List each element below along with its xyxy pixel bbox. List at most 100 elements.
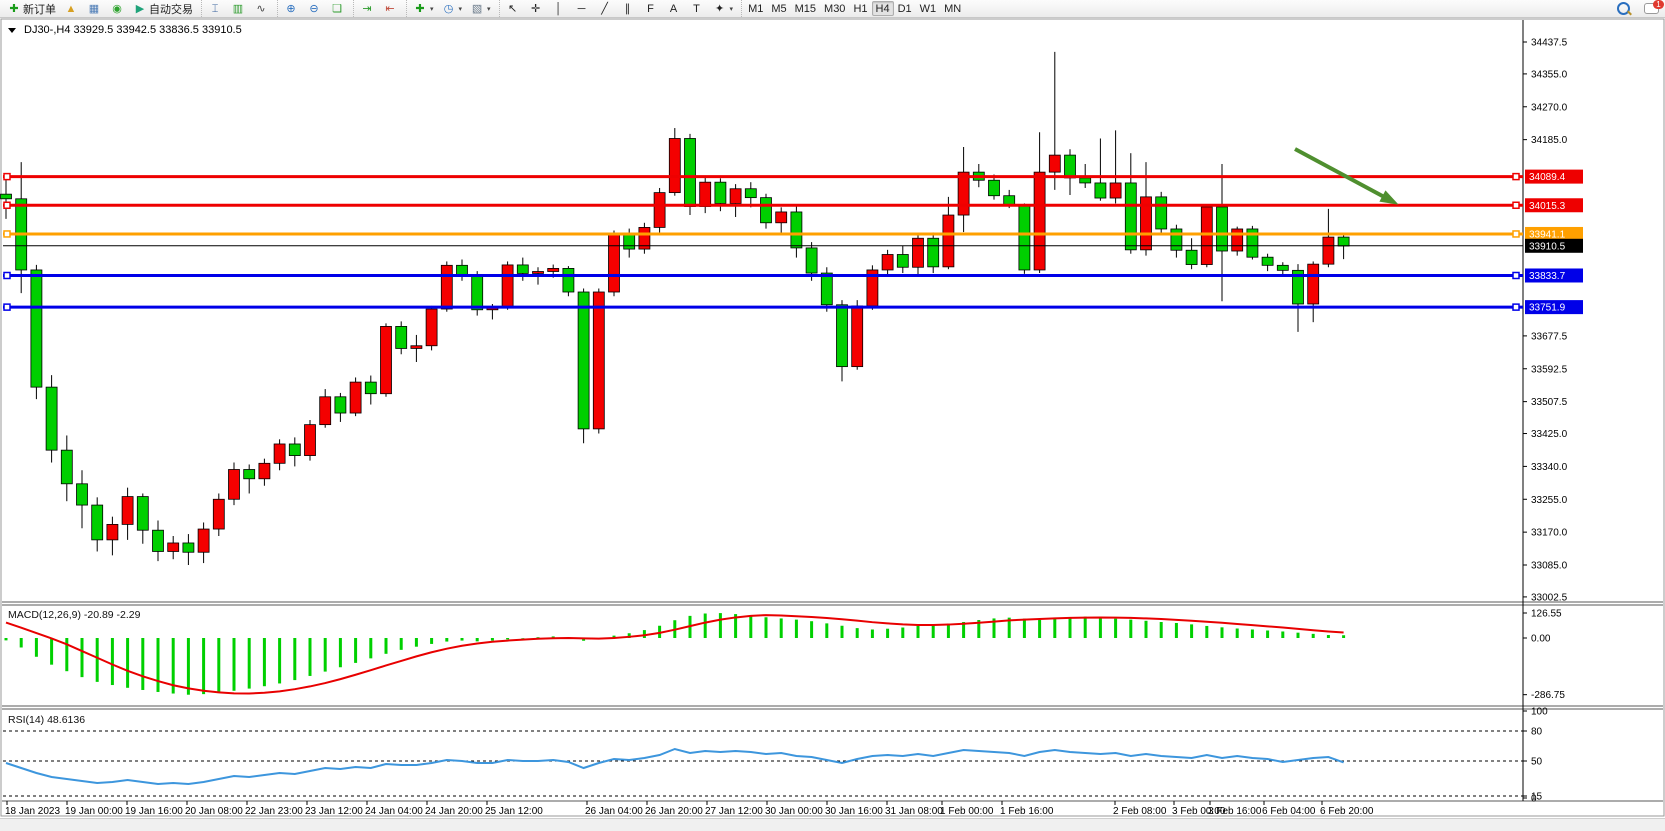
periods-menu-button[interactable]: ◷ ▾ [438,1,467,16]
search-icon[interactable] [1617,2,1630,15]
toolbar-group-objects: ✚ ▾ ◷ ▾ ▧ ▾ [406,0,497,17]
timeframe-mn-button[interactable]: MN [940,1,965,16]
chevron-down-icon[interactable]: ▾ [430,5,434,13]
resistance-line-2-handle[interactable] [1512,201,1520,210]
pivot-line-handle[interactable] [1512,230,1520,238]
rsi-tick-label: 50 [1531,757,1543,768]
rsi-tick-label: 0 [1531,794,1537,805]
arrows-tool-button[interactable]: ✦ ▾ [709,1,738,16]
macd-tick-label: 126.55 [1531,608,1562,619]
candle-body [0,193,12,200]
resistance-line-1-handle[interactable] [1512,172,1520,181]
bar-chart-mode-button[interactable]: ⌶ [204,1,227,16]
time-label: 22 Jan 23:00 [245,806,303,817]
price-tick-label: 34185.0 [1531,135,1568,146]
candle-body [334,396,347,414]
support-line-1-handle[interactable] [1512,271,1520,280]
timeframe-h1-button[interactable]: H1 [849,1,871,16]
timeframe-m15-button[interactable]: M15 [791,1,820,16]
auto-trading-button[interactable]: ▶ 自动交易 [129,1,197,16]
autotrade-icon: ▶ [135,2,145,15]
toolbar: ✚ 新订单 ▲ ▦ ◉ ▶ 自动交易 ⌶ ▥ ∿ ⊕ ⊖ ❏ ⇥ ⇤ ✚ ▾ ◷ ▾ ▧ ▾ ↖ ✛ │ ─ ╱ ∥ F A T ✦ ▾ M1 M… [0,0,1665,18]
auto-scroll-button[interactable]: ⇥ [356,1,379,16]
price-tick-label: 33677.5 [1531,331,1568,342]
crosshair-button[interactable]: ✛ [525,1,548,16]
candle-body [1033,171,1046,271]
zoom-out-button[interactable]: ⊖ [303,1,326,16]
fibonacci-icon: F [647,2,654,15]
candle-body [988,179,1000,197]
candle-body [714,181,727,204]
templates-button[interactable]: ▧ ▾ [466,1,495,16]
candle-body [592,291,605,430]
line-chart-mode-button[interactable]: ∿ [250,1,273,16]
chart-dropdown-icon[interactable] [8,28,16,33]
chart-window-button[interactable]: ▦ [83,1,106,16]
candle-body [45,386,58,451]
timeframe-w1-button[interactable]: W1 [916,1,941,16]
candle-body [1109,182,1122,199]
macd-label: MACD(12,26,9) -20.89 -2.29 [8,609,141,621]
fibonacci-button[interactable]: F [640,1,663,16]
zoom-in-button[interactable]: ⊕ [280,1,303,16]
vertical-line-button[interactable]: │ [548,1,571,16]
toolbar-group-scroll: ⇥ ⇤ [353,0,404,17]
candle-body [1307,263,1320,305]
support-line-1-handle[interactable] [3,271,11,280]
candle-body [425,308,438,347]
candle-body [197,528,210,553]
time-label: 19 Jan 00:00 [65,806,123,817]
channel-button[interactable]: ∥ [617,1,640,16]
cursor-button[interactable]: ↖ [502,1,525,16]
indicators-icon: ✚ [415,2,425,15]
resistance-line-2-handle[interactable] [3,201,11,210]
timeframe-m5-button[interactable]: M5 [767,1,790,16]
timeframe-m1-button[interactable]: M1 [744,1,767,16]
text-label-button[interactable]: T [686,1,709,16]
candle-body [106,524,119,541]
candle-body [912,237,924,268]
candle-body [456,264,468,276]
candle-body [258,462,271,480]
candle-body [182,542,195,553]
signal-button[interactable]: ◉ [106,1,129,16]
chart-shift-button[interactable]: ⇤ [379,1,402,16]
chevron-down-icon[interactable]: ▾ [729,5,734,13]
horizontal-line-button[interactable]: ─ [571,1,594,16]
candle-body [760,197,772,224]
price-tick-label: 33085.0 [1531,561,1568,572]
timeframe-d1-button[interactable]: D1 [894,1,916,16]
timeframe-m30-button[interactable]: M30 [820,1,849,16]
time-label: 3 Feb 16:00 [1208,806,1262,817]
price-chart[interactable]: 34437.5 34355.0 34270.0 34185.0 33677.5 33592… [0,18,1665,818]
candlestick-mode-button[interactable]: ▥ [227,1,250,16]
candle-body [1018,204,1031,271]
chevron-down-icon[interactable]: ▾ [487,5,491,13]
resistance-line-1-handle[interactable] [3,172,11,181]
support-line-2-handle[interactable] [1512,303,1520,311]
candle-body [820,272,833,306]
chevron-down-icon[interactable]: ▾ [458,5,463,13]
text-button[interactable]: A [663,1,686,16]
indicators-button[interactable]: ✚ ▾ [409,1,438,16]
new-order-button[interactable]: ✚ 新订单 [3,1,60,16]
candle-body [1322,236,1335,265]
timeframe-h4-button[interactable]: H4 [871,1,894,16]
time-label: 3 Feb 00:00 [1172,806,1226,817]
time-label: 1 Feb 16:00 [1000,806,1054,817]
macd-tick-label: 0.00 [1531,634,1551,645]
time-label: 30 Jan 16:00 [825,806,883,817]
timeframe-group: M1 M5 M15 M30 H1 H4 D1 W1 MN [741,0,967,17]
candle-body [1276,264,1289,271]
rsi-tick-label: 80 [1531,727,1543,738]
candle-body [668,138,681,194]
tile-windows-button[interactable]: ❏ [326,1,349,16]
down-arrow[interactable] [1294,147,1399,205]
market-watch-button[interactable]: ▲ [60,1,83,16]
chat-icon[interactable]: 1 [1644,0,1664,14]
notification-badge: 1 [1653,0,1664,9]
pivot-line-handle[interactable] [3,230,11,238]
candle-body [836,304,848,368]
trendline-button[interactable]: ╱ [594,1,617,16]
support-line-2-handle[interactable] [3,303,11,311]
